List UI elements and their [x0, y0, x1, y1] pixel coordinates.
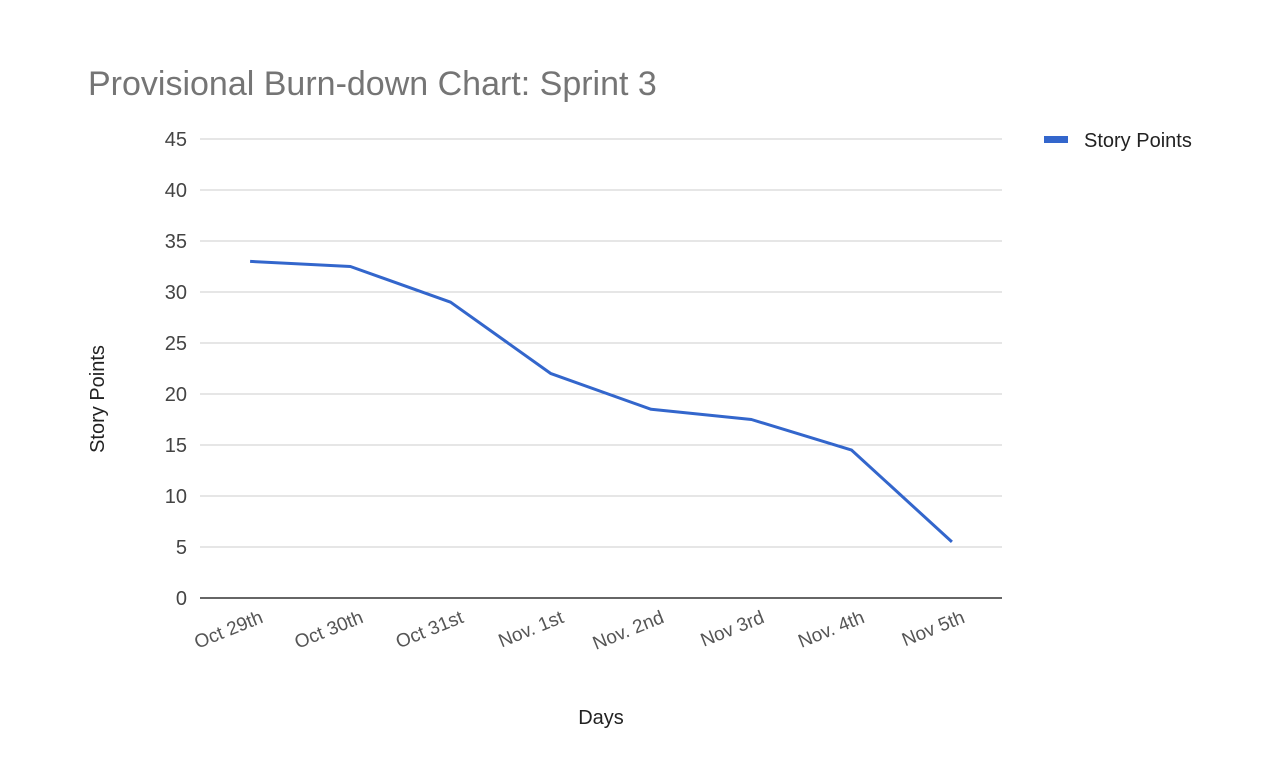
x-tick-label: Oct 29th: [192, 607, 266, 653]
series-lines: [250, 259, 953, 544]
y-tick-label: 15: [165, 435, 187, 457]
x-tick-label: Nov 5th: [899, 607, 968, 651]
legend-swatch-story-points: [1044, 136, 1068, 143]
series-line-story-points: [250, 259, 953, 544]
x-axis-title: Days: [578, 707, 624, 729]
y-tick-label: 45: [165, 129, 187, 151]
x-tick-label: Nov. 1st: [496, 607, 568, 652]
x-tick-labels: Oct 29th Oct 30th Oct 31st Nov. 1st Nov. 2nd…: [192, 607, 968, 655]
x-tick-label: Oct 30th: [292, 607, 366, 653]
y-tick-label: 40: [165, 180, 187, 202]
y-tick-label: 5: [176, 537, 187, 559]
x-tick-label: Nov 3rd: [698, 607, 768, 651]
y-tick-label: 35: [165, 231, 187, 253]
y-gridlines: [200, 138, 1002, 548]
y-tick-labels: 0 5 10 15 20 25 30 35 40 45: [165, 129, 187, 610]
y-tick-label: 0: [176, 588, 187, 610]
x-tick-label: Nov. 4th: [795, 607, 867, 652]
y-tick-label: 10: [165, 486, 187, 508]
y-axis-title: Story Points: [87, 345, 109, 453]
x-tick-label: Nov. 2nd: [590, 607, 667, 654]
x-tick-label: Oct 31st: [393, 607, 467, 653]
chart-title: Provisional Burn-down Chart: Sprint 3: [88, 65, 657, 103]
legend: Story Points: [1044, 130, 1192, 152]
legend-label-story-points: Story Points: [1084, 130, 1192, 152]
y-tick-label: 25: [165, 333, 187, 355]
y-tick-label: 20: [165, 384, 187, 406]
y-tick-label: 30: [165, 282, 187, 304]
